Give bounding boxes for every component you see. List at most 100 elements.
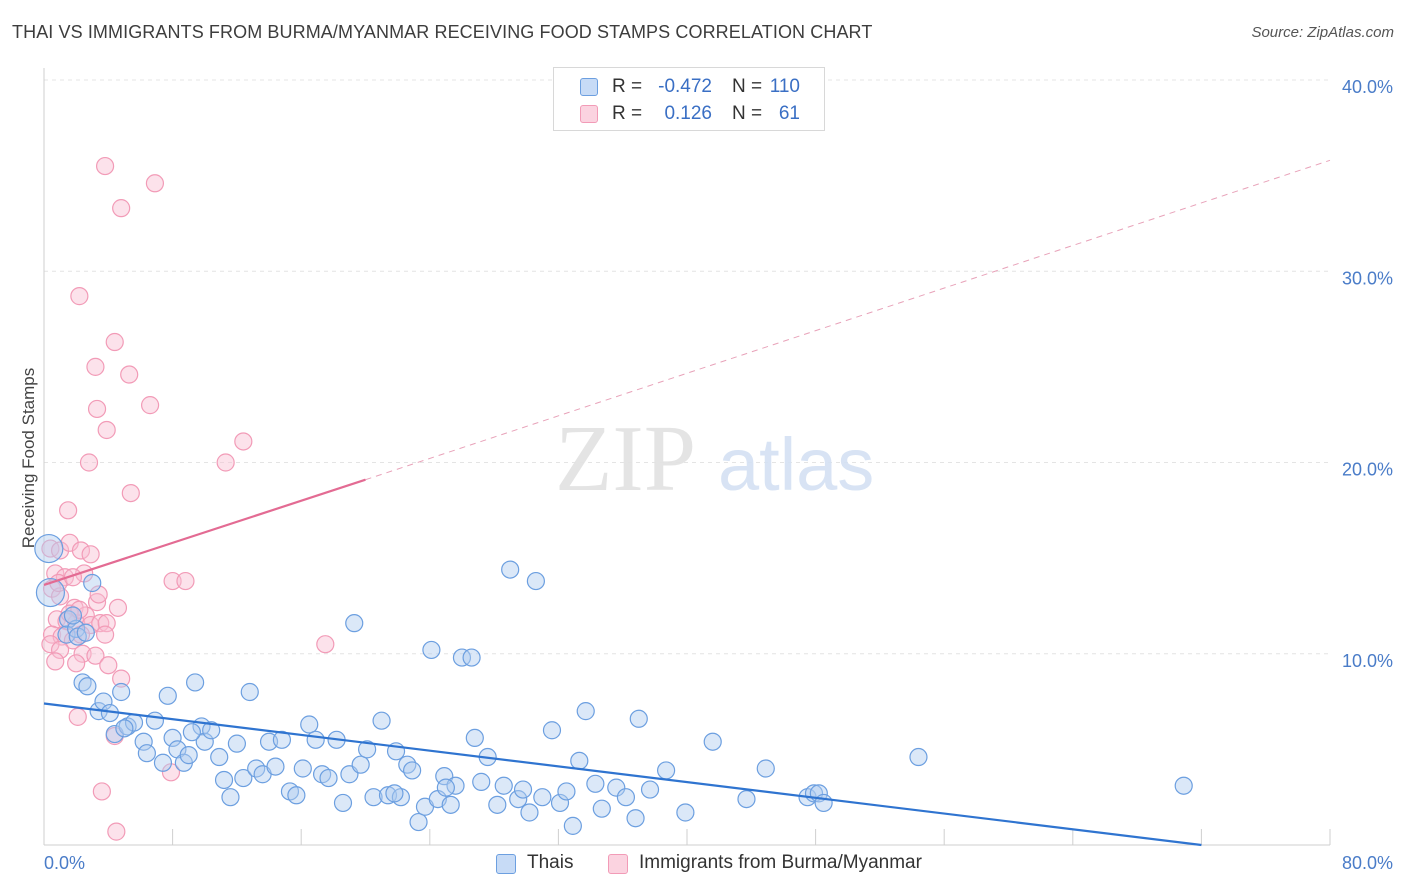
burma-points: [41, 156, 335, 841]
thai-point: [83, 573, 102, 593]
legend-swatch-thais: [496, 854, 516, 874]
burma-point: [95, 625, 115, 644]
thai-point: [513, 780, 533, 799]
thai-point: [557, 782, 576, 801]
burma-point: [87, 399, 107, 419]
thai-point: [422, 640, 441, 660]
legend-row-burma: R = 0.126 N = 61: [554, 101, 824, 127]
thai-point: [234, 768, 253, 788]
thai-point: [576, 702, 595, 721]
thai-point: [221, 788, 240, 807]
thai-point: [67, 619, 86, 638]
thai-point: [465, 728, 484, 748]
thai-point: [494, 776, 513, 795]
thai-point: [186, 673, 205, 692]
burma-trend-line: [43, 478, 366, 586]
legend-r-label: R =: [612, 76, 643, 97]
thai-point: [462, 648, 481, 667]
burma-point: [120, 365, 139, 384]
thai-point: [210, 747, 229, 767]
watermark-zip: ZIP: [555, 407, 696, 511]
thai-point: [703, 732, 722, 751]
thai-point: [640, 780, 660, 799]
thai-point: [403, 761, 422, 780]
burma-point: [112, 199, 131, 218]
thai-point: [63, 606, 83, 625]
burma-point: [86, 357, 105, 376]
burma-point: [121, 484, 140, 503]
burma-point: [216, 453, 235, 472]
thai-point: [909, 747, 928, 767]
thai-point: [364, 788, 383, 807]
thai-point: [607, 778, 626, 797]
thai-point: [202, 721, 221, 740]
burma-point: [92, 782, 111, 801]
thai-point: [533, 788, 552, 807]
burma-point: [89, 585, 108, 604]
y-tick-label: 20.0%: [1342, 460, 1393, 480]
y-tick-label: 30.0%: [1342, 268, 1393, 288]
burma-point: [70, 287, 89, 306]
thai-point: [676, 803, 695, 822]
thai-point: [76, 623, 95, 642]
thai-point: [409, 812, 428, 832]
burma-point: [50, 541, 70, 560]
thai-point: [586, 774, 605, 793]
thai-point: [134, 732, 153, 751]
y-tick-label: 10.0%: [1342, 651, 1393, 671]
watermark-atlas: atlas: [718, 423, 874, 506]
legend-n-label: N =: [732, 76, 763, 97]
thai-point: [182, 723, 201, 742]
burma-point: [140, 396, 160, 415]
burma-point: [79, 453, 99, 472]
burma-point: [87, 593, 107, 612]
thai-point: [398, 755, 417, 774]
legend-r-value: 0.126: [664, 103, 712, 124]
burma-point: [145, 174, 165, 193]
legend-r-label: R =: [612, 103, 643, 124]
thai-point: [300, 715, 319, 734]
x-tick-label: 0.0%: [44, 853, 85, 873]
thai-point: [57, 625, 76, 644]
trend-lines: [43, 159, 1331, 847]
burma-point: [86, 646, 105, 665]
thai-point: [78, 677, 97, 696]
thai-point: [345, 614, 364, 633]
legend-n-value: 61: [778, 103, 800, 124]
thai-point: [351, 755, 370, 774]
legend-label-thais: Thais: [527, 852, 574, 873]
thai-point: [195, 732, 214, 751]
thai-point: [542, 721, 562, 740]
source-label: Source: ZipAtlas.com: [1251, 24, 1394, 41]
thai-point: [385, 784, 404, 803]
thai-point: [358, 740, 377, 759]
thai-point: [452, 648, 472, 667]
thai-point: [657, 761, 676, 780]
y-tick-label: 40.0%: [1342, 77, 1393, 97]
thai-point: [115, 719, 134, 738]
burma-point: [97, 420, 116, 440]
burma-point: [163, 571, 182, 591]
thai-point: [629, 709, 648, 728]
legend-n-value: 110: [769, 76, 800, 97]
correlation-legend: R = -0.472 N = 110 R = 0.126 N = 61: [553, 67, 825, 131]
chart-title: THAI VS IMMIGRANTS FROM BURMA/MYANMAR RE…: [12, 22, 873, 42]
thai-point: [550, 793, 570, 813]
burma-point: [107, 822, 126, 841]
burma-point: [97, 614, 116, 633]
thai-trend-line: [43, 702, 1202, 847]
thai-point: [436, 778, 455, 797]
burma-point: [99, 656, 118, 675]
legend-r-value: -0.472: [658, 76, 712, 97]
legend-n-label: N =: [732, 103, 763, 124]
burma-point: [81, 545, 100, 564]
thai-point: [158, 686, 177, 705]
burma-point: [41, 635, 60, 654]
thai-point: [293, 759, 312, 778]
thai-point: [34, 533, 64, 564]
burma-point: [46, 652, 65, 671]
y-axis-label: Receiving Food Stamps: [19, 368, 38, 548]
x-tick-label: 80.0%: [1342, 853, 1393, 873]
burma-point: [95, 156, 115, 176]
